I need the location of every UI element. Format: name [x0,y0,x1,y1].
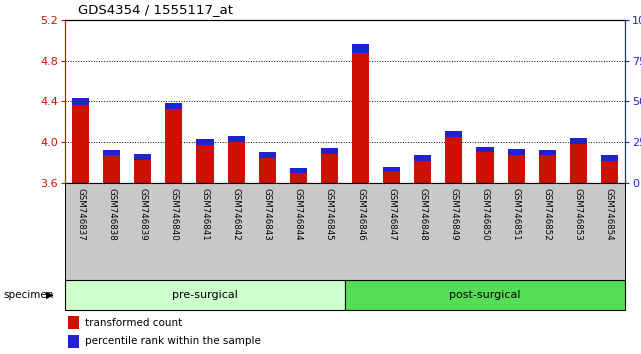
Bar [538,150,556,155]
Bar [165,109,183,183]
Text: GSM746839: GSM746839 [138,188,147,240]
Bar [228,142,245,183]
Bar [196,145,213,183]
Text: GSM746846: GSM746846 [356,188,365,241]
Text: pre-surgical: pre-surgical [172,290,238,300]
Text: specimen: specimen [3,290,54,300]
Bar [103,155,121,183]
Bar [103,150,121,155]
Bar [601,155,618,161]
Bar [68,335,79,348]
Text: GSM746844: GSM746844 [294,188,303,241]
Bar [290,168,307,173]
Bar [259,153,276,158]
Text: GSM746850: GSM746850 [481,188,490,241]
Bar [134,160,151,183]
Bar [321,154,338,183]
Bar [445,137,462,183]
Text: GSM746841: GSM746841 [201,188,210,241]
Text: GSM746847: GSM746847 [387,188,396,241]
Bar [345,280,625,310]
Text: GSM746853: GSM746853 [574,188,583,241]
Text: GSM746854: GSM746854 [605,188,614,241]
Text: ▶: ▶ [46,290,54,300]
Bar [414,155,431,161]
Bar [72,98,89,104]
Bar [508,149,525,155]
Text: GSM746838: GSM746838 [107,188,116,241]
Bar [508,155,525,183]
Bar [321,148,338,154]
Bar [383,167,400,171]
Bar [476,153,494,183]
Text: transformed count: transformed count [85,318,182,327]
Bar [68,316,79,329]
Bar [352,53,369,183]
Bar [65,280,345,310]
Text: GSM746852: GSM746852 [543,188,552,241]
Bar [290,173,307,183]
Text: GDS4354 / 1555117_at: GDS4354 / 1555117_at [78,4,233,16]
Bar [352,45,369,53]
Bar [259,158,276,183]
Text: GSM746840: GSM746840 [169,188,178,241]
Text: GSM746848: GSM746848 [419,188,428,241]
Bar [570,144,587,183]
Bar [601,161,618,183]
Bar [228,136,245,142]
Bar [445,131,462,137]
Text: GSM746845: GSM746845 [325,188,334,241]
Bar [570,138,587,144]
Bar [72,104,89,183]
Bar [538,155,556,183]
Bar [165,103,183,109]
Bar [196,139,213,145]
Text: post-surgical: post-surgical [449,290,520,300]
Text: GSM746842: GSM746842 [231,188,240,241]
Bar [414,161,431,183]
Text: GSM746851: GSM746851 [512,188,520,241]
Text: percentile rank within the sample: percentile rank within the sample [85,337,260,347]
Text: GSM746849: GSM746849 [449,188,458,240]
Text: GSM746837: GSM746837 [76,188,85,241]
Bar [476,147,494,153]
Text: GSM746843: GSM746843 [263,188,272,241]
Bar [383,171,400,183]
Bar [134,154,151,160]
